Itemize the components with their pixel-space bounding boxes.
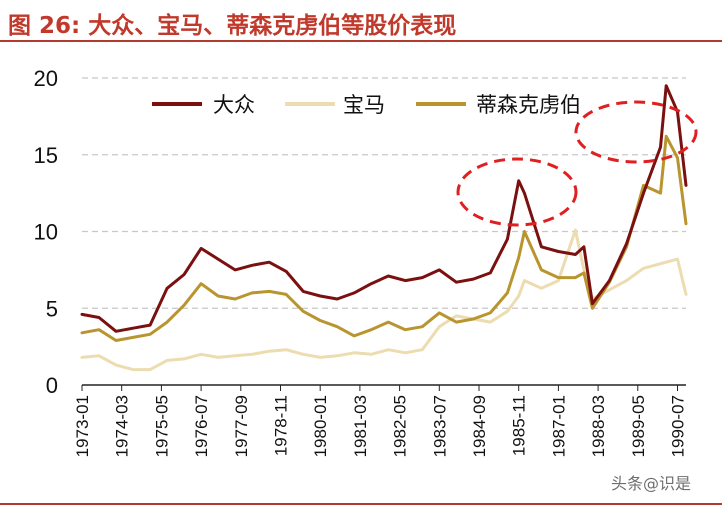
highlight-ellipse xyxy=(456,157,578,227)
x-tick-label: 1983-07 xyxy=(430,395,449,457)
legend-label: 大众 xyxy=(213,93,255,117)
watermark-text: 头条@识是 xyxy=(611,474,692,493)
x-tick-label: 1978-11 xyxy=(271,395,290,456)
y-tick-label: 20 xyxy=(34,66,58,91)
series-line-2 xyxy=(80,134,688,342)
x-tick-label: 1980-01 xyxy=(311,395,330,457)
x-tick-label: 1981-03 xyxy=(351,395,370,457)
x-tick-label: 1985-11 xyxy=(510,395,529,456)
series-line-0 xyxy=(80,84,688,333)
x-tick-label: 1984-09 xyxy=(470,395,489,457)
x-tick-label: 1976-07 xyxy=(192,395,211,457)
figure-title: 图 26: 大众、宝马、蒂森克虏伯等股价表现 xyxy=(8,13,457,39)
legend-label: 蒂森克虏伯 xyxy=(476,93,581,117)
x-tick-label: 1990-07 xyxy=(668,395,687,457)
highlight-ellipse xyxy=(574,100,698,164)
y-tick-label: 0 xyxy=(46,373,58,398)
x-tick-label: 1974-03 xyxy=(113,395,132,457)
title-underline xyxy=(0,40,722,42)
bottom-rule xyxy=(0,503,722,505)
y-tick-label: 10 xyxy=(34,220,58,245)
x-tick-label: 1989-05 xyxy=(629,395,648,457)
x-tick-label: 1987-01 xyxy=(549,395,568,457)
x-tick-label: 1973-01 xyxy=(73,395,92,457)
x-tick-label: 1977-09 xyxy=(232,395,251,457)
legend-label: 宝马 xyxy=(343,93,385,117)
x-tick-label: 1975-05 xyxy=(152,395,171,457)
x-tick-label: 1988-03 xyxy=(589,395,608,457)
y-tick-label: 5 xyxy=(46,296,58,321)
x-tick-label: 1982-05 xyxy=(391,395,410,457)
y-tick-label: 15 xyxy=(34,143,58,168)
